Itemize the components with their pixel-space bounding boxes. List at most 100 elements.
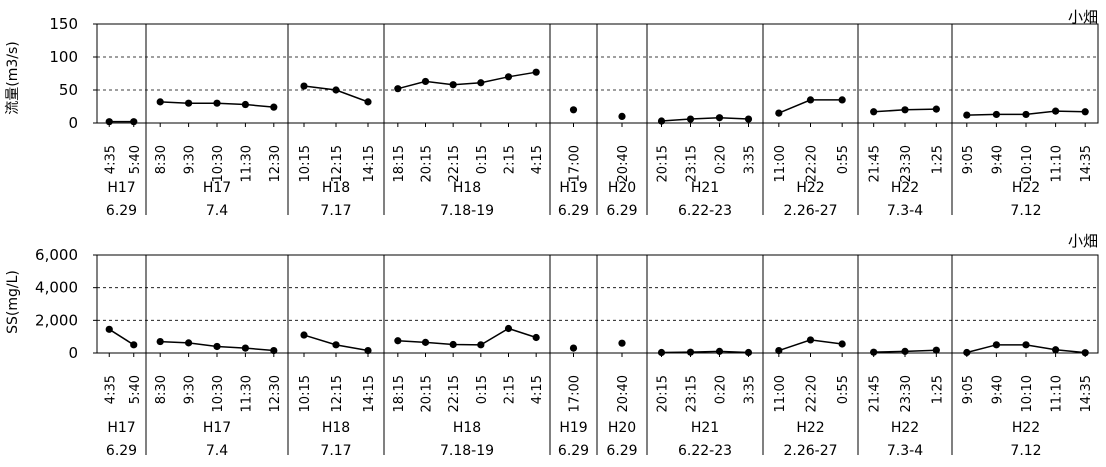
chart1-year-label: H22: [796, 180, 824, 196]
chart1-data-point: [130, 118, 138, 126]
chart2-data-point: [569, 344, 578, 352]
chart1-time-label: 20:40: [616, 145, 631, 182]
chart2-time-label: 12:15: [330, 375, 345, 412]
chart1-date-label: 6.22-23: [678, 203, 732, 219]
chart2-data-point: [504, 324, 513, 333]
chart2-time-label: 2:15: [503, 375, 518, 404]
chart2-time-label: 5:40: [128, 375, 143, 404]
chart1-data-point: [300, 82, 308, 90]
chart1-data-point: [213, 99, 221, 107]
chart2-date-label: 6.29: [106, 443, 137, 459]
chart2-data-point: [744, 348, 753, 357]
chart1-time-label: 1:25: [930, 145, 945, 174]
chart1-time-label: 4:15: [530, 145, 545, 174]
chart1-time-label: 22:20: [805, 145, 820, 182]
chart1-time-label: 9:40: [990, 145, 1005, 174]
chart1-year-label: H17: [203, 180, 231, 196]
chart1-year-label: H17: [107, 180, 135, 196]
chart1-y-tick-label: 0: [68, 114, 78, 132]
chart1-time-label: 21:45: [868, 145, 883, 182]
chart2-series-line: [661, 350, 749, 354]
chart2-time-label: 18:15: [392, 375, 407, 412]
chart1-time-label: 0:55: [836, 145, 851, 174]
chart1-time-label: 18:15: [392, 145, 407, 182]
chart2-time-label: 23:15: [685, 375, 700, 412]
chart2-data-point: [449, 340, 457, 349]
chart2-y-tick-label: 4,000: [35, 279, 78, 297]
chart2-time-label: 3:35: [743, 375, 758, 404]
chart1-time-label: 12:30: [268, 145, 283, 182]
chart1-time-label: 0:15: [475, 145, 490, 174]
chart1-time-label: 9:05: [961, 145, 976, 174]
chart2-data-point: [1052, 346, 1060, 354]
chart1-data-point: [992, 110, 1001, 119]
chart1-time-label: 11:30: [239, 145, 254, 182]
chart2-time-label: 21:45: [868, 375, 883, 412]
chart1-data-point: [270, 103, 278, 111]
chart2-series-line: [397, 327, 537, 346]
chart2-year-label: H22: [891, 420, 919, 436]
chart2-year-label: H21: [691, 420, 719, 436]
chart2-year-label: H18: [453, 420, 481, 436]
chart2-y-tick-label: 0: [68, 344, 78, 362]
chart1-time-label: 9:30: [183, 145, 198, 174]
chart1-time-label: 11:00: [773, 145, 788, 182]
chart1-data-point: [1022, 110, 1030, 119]
chart1-data-point: [775, 109, 783, 117]
chart2-data-point: [686, 348, 695, 356]
chart1-year-label: H19: [559, 180, 587, 196]
chart1-time-label: 10:30: [211, 145, 226, 182]
chart1-time-label: 23:15: [685, 145, 700, 182]
chart2-data-point: [300, 331, 308, 339]
chart1-series-line: [397, 71, 537, 90]
chart1-year-label: H18: [322, 180, 350, 196]
chart2-date-label: 7.17: [320, 443, 351, 459]
chart1-date-label: 2.26-27: [783, 203, 837, 219]
chart1-data-point: [686, 115, 695, 123]
chart2-time-label: 22:15: [447, 375, 462, 412]
chart1-data-point: [870, 108, 878, 116]
chart2-time-label: 4:35: [103, 375, 118, 404]
chart2-data-point: [838, 340, 846, 348]
chart2-data-point: [185, 339, 193, 347]
chart1-time-label: 8:30: [154, 145, 169, 174]
chart2-time-label: 12:30: [268, 375, 283, 412]
chart2-time-label: 9:05: [961, 375, 976, 404]
chart2-date-label: 6.29: [606, 443, 637, 459]
chart2-time-label: 1:25: [930, 375, 945, 404]
chart2-time-label: 8:30: [154, 375, 169, 404]
chart2-date-label: 6.29: [558, 443, 589, 459]
chart2-data-point: [775, 346, 783, 355]
chart2-data-point: [870, 348, 878, 356]
chart1-year-label: H21: [691, 180, 719, 196]
chart1-time-label: 10:15: [298, 145, 313, 182]
chart1-data-point: [532, 68, 540, 76]
chart1-data-point: [105, 118, 113, 126]
chart2-station-label: 小畑: [1068, 232, 1098, 250]
chart2-year-label: H20: [608, 420, 636, 436]
chart1-date-label: 7.18-19: [440, 203, 494, 219]
chart2-time-label: 9:30: [183, 375, 198, 404]
chart2-data-point: [901, 347, 909, 355]
chart2-data-point: [532, 333, 540, 342]
chart1-time-label: 22:15: [447, 145, 462, 182]
chart1-year-label: H20: [608, 180, 636, 196]
chart2-data-point: [105, 325, 113, 333]
chart2-date-label: 2.26-27: [783, 443, 837, 459]
chart2-time-label: 22:20: [805, 375, 820, 412]
chart1-date-label: 7.12: [1010, 203, 1041, 219]
chart2-time-label: 0:20: [714, 375, 729, 404]
chart1-y-axis-label: 流量(m3/s): [5, 41, 21, 114]
chart1-data-point: [901, 106, 909, 114]
chart2-date-label: 7.3-4: [887, 443, 923, 459]
chart1-time-label: 2:15: [503, 145, 518, 174]
chart1-data-point: [806, 96, 815, 104]
chart1-data-point: [838, 96, 846, 104]
chart2-data-point: [1022, 341, 1030, 349]
chart1-date-label: 7.17: [320, 203, 351, 219]
chart1-time-label: 3:35: [743, 145, 758, 174]
chart2-data-point: [332, 341, 340, 349]
chart1-y-tick-label: 50: [59, 81, 78, 99]
chart1-year-label: H22: [891, 180, 919, 196]
